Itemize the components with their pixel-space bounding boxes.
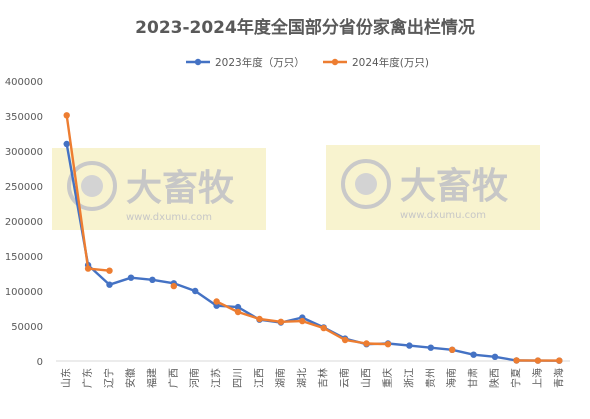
series-line-1 [65,142,561,362]
x-tick-label-5: 广西 [168,368,180,388]
data-point-series-1 [491,353,499,360]
y-tick-label: 350000 [5,112,43,123]
y-tick-label: 400000 [5,77,43,88]
x-tick-label-20: 陕西 [488,368,501,388]
data-point-series-2 [277,318,285,325]
x-tick-label-2: 辽宁 [103,368,116,388]
data-point-series-2 [341,336,349,344]
y-tick-label: 300000 [5,147,43,158]
x-tick-label-0: 山东 [60,368,73,388]
data-point-series-2 [234,308,242,316]
data-point-series-2 [449,346,456,353]
data-point-series-2 [106,267,113,274]
legend-marker-series-1 [194,58,202,66]
y-tick-label: 150000 [5,252,43,263]
x-tick-label-23: 青海 [552,368,565,388]
watermark-2-logo-ring [341,159,391,209]
data-point-series-1 [470,351,477,358]
data-point-series-1 [192,287,199,295]
y-tick-label: 50000 [11,322,43,333]
x-axis: 山东 广东 辽宁 安徽 福建 广西 河南 江苏 四川 江西 湖南 湖北 吉林 云南 山西 重庆 浙江 贵州 海南 甘肃… [56,360,570,388]
watermark-2-logo-text: 大畜牧 [400,166,509,207]
x-tick-label-16: 浙江 [403,368,415,388]
x-tick-label-13: 云南 [338,368,351,388]
data-point-series-2 [320,324,327,332]
data-point-series-2 [63,112,70,119]
x-tick-label-6: 河南 [188,368,201,388]
watermark-1-logo-dot [81,175,103,197]
watermark-layer: 大畜牧 www.dxumu.com 大畜牧 www.dxumu.com [52,145,540,230]
x-tick-label-7: 江苏 [210,368,223,388]
data-point-series-2 [556,357,563,364]
y-axis: 0 50000 100000 150000 200000 250000 300000 3500… [5,77,43,368]
x-tick-label-14: 山西 [361,368,373,388]
x-tick-label-1: 广东 [81,368,94,388]
data-point-series-2 [363,340,370,347]
data-point-series-2 [513,357,520,364]
legend-label-series-2: 2024年度(万只) [352,56,429,69]
watermark-2-url: www.dxumu.com [400,210,486,221]
data-point-series-1 [427,344,434,351]
x-tick-label-11: 湖北 [296,368,308,388]
data-point-series-2 [170,282,177,290]
data-point-series-2 [213,298,220,305]
chart-title: 2023-2024年度全国部分省份家禽出栏情况 [135,17,475,38]
data-point-series-2 [256,315,263,323]
watermark-1-url: www.dxumu.com [126,212,212,223]
plot-area [63,112,563,364]
watermark-2-logo-dot [355,173,377,195]
x-tick-label-9: 江西 [253,368,265,388]
data-point-series-1 [127,274,135,281]
x-tick-label-15: 重庆 [381,368,394,388]
data-point-series-1 [106,281,113,288]
data-point-series-1 [149,276,156,283]
x-tick-label-8: 四川 [233,368,244,388]
legend-label-series-1: 2023年度（万只） [215,56,305,69]
x-tick-label-18: 海南 [445,368,458,388]
x-tick-label-4: 福建 [145,368,158,388]
data-point-series-1 [234,303,242,311]
y-tick-label: 100000 [5,287,43,298]
x-tick-label-22: 上海 [531,368,544,388]
data-point-series-2 [299,317,306,325]
data-point-series-1 [406,342,413,349]
watermark-1-logo-text: 大畜牧 [126,168,235,209]
watermark-2: 大畜牧 www.dxumu.com [326,145,540,230]
watermark-1-logo-ring [67,161,117,211]
x-tick-label-12: 吉林 [317,368,330,388]
x-tick-label-21: 宁夏 [509,368,522,388]
x-tick-label-3: 安徽 [124,368,137,388]
x-tick-label-10: 湖南 [274,368,287,388]
data-point-series-2 [384,341,392,348]
y-tick-label: 250000 [5,182,43,193]
y-tick-label: 200000 [5,217,43,228]
legend: 2023年度（万只） 2024年度(万只) [186,56,429,69]
x-tick-label-17: 贵州 [424,368,437,388]
data-point-series-2 [84,265,92,272]
data-point-series-2 [534,357,542,364]
x-tick-label-19: 甘肃 [467,368,480,388]
y-tick-label: 0 [37,357,43,368]
legend-marker-series-2 [331,58,339,66]
watermark-1: 大畜牧 www.dxumu.com [52,148,266,230]
data-point-series-1 [63,140,70,148]
